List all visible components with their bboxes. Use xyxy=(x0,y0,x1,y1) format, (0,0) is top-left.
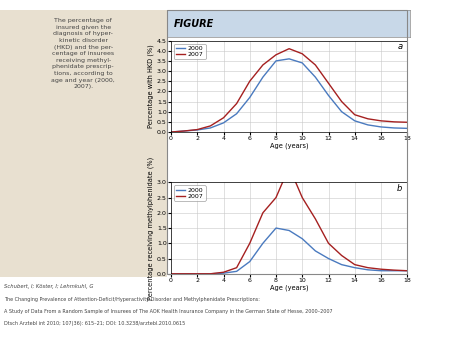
2000 xyxy=(405,269,410,273)
Line: 2007: 2007 xyxy=(171,167,407,274)
2007 xyxy=(234,266,239,270)
Text: b: b xyxy=(397,184,402,193)
2000 xyxy=(352,266,357,270)
2007 xyxy=(339,254,344,258)
2000 xyxy=(221,121,226,125)
2000 xyxy=(168,272,174,276)
Text: Dtsch Arztebl int 2010; 107(36): 615–21; DOI: 10.3238/arztebl.2010.0615: Dtsch Arztebl int 2010; 107(36): 615–21;… xyxy=(4,321,186,326)
2000 xyxy=(194,272,200,276)
2007 xyxy=(234,101,239,105)
2007 xyxy=(378,119,384,123)
2007 xyxy=(273,53,279,57)
Line: 2007: 2007 xyxy=(171,49,407,132)
2000 xyxy=(378,125,384,129)
2007 xyxy=(339,99,344,103)
Text: The Changing Prevalence of Attention-Deficit/Hyperactivity Disorder and Methylph: The Changing Prevalence of Attention-Def… xyxy=(4,297,261,303)
2000 xyxy=(247,95,252,99)
2007 xyxy=(352,113,357,117)
2007 xyxy=(221,116,226,120)
2007 xyxy=(208,272,213,276)
2000 xyxy=(300,237,305,241)
2007 xyxy=(286,47,292,51)
X-axis label: Age (years): Age (years) xyxy=(270,284,308,291)
2007 xyxy=(168,130,174,134)
2007 xyxy=(247,79,252,83)
2000 xyxy=(168,130,174,134)
2007 xyxy=(365,117,371,121)
2007 xyxy=(194,272,200,276)
2007 xyxy=(300,196,305,200)
2000 xyxy=(300,61,305,65)
2000 xyxy=(378,269,384,273)
2000 xyxy=(392,269,397,273)
2000 xyxy=(247,260,252,264)
Line: 2000: 2000 xyxy=(171,59,407,132)
2007 xyxy=(405,269,410,273)
2007 xyxy=(260,63,265,67)
2007 xyxy=(300,52,305,56)
2007 xyxy=(247,241,252,245)
2000 xyxy=(181,129,187,133)
2007 xyxy=(405,120,410,124)
2007 xyxy=(273,196,279,200)
2007 xyxy=(260,211,265,215)
2000 xyxy=(260,241,265,245)
2007 xyxy=(352,263,357,267)
2007 xyxy=(378,267,384,271)
2000 xyxy=(208,272,213,276)
2000 xyxy=(234,269,239,273)
X-axis label: Age (years): Age (years) xyxy=(270,143,308,149)
2000 xyxy=(326,93,331,97)
2000 xyxy=(221,271,226,275)
2007 xyxy=(392,120,397,124)
2000 xyxy=(181,272,187,276)
2007 xyxy=(168,272,174,276)
2000 xyxy=(365,268,371,272)
Y-axis label: Percentage receiving methylphenidate (%): Percentage receiving methylphenidate (%) xyxy=(148,156,154,300)
Legend: 2000, 2007: 2000, 2007 xyxy=(174,44,206,59)
2000 xyxy=(286,228,292,233)
Line: 2000: 2000 xyxy=(171,228,407,274)
2000 xyxy=(339,263,344,267)
2007 xyxy=(326,241,331,245)
2000 xyxy=(313,75,318,79)
2000 xyxy=(286,57,292,61)
2000 xyxy=(339,110,344,114)
2000 xyxy=(260,75,265,79)
2000 xyxy=(273,59,279,63)
2000 xyxy=(405,126,410,130)
Legend: 2000, 2007: 2000, 2007 xyxy=(174,186,206,200)
2000 xyxy=(313,249,318,253)
Y-axis label: Percentage with HKD (%): Percentage with HKD (%) xyxy=(148,44,154,128)
2000 xyxy=(392,126,397,130)
Text: a: a xyxy=(397,42,402,51)
2000 xyxy=(208,126,213,130)
2007 xyxy=(286,165,292,169)
2007 xyxy=(181,129,187,133)
Text: The percentage of
insured given the
diagnosis of hyper-
kinetic disorder
(HKD) a: The percentage of insured given the diag… xyxy=(51,18,115,89)
2007 xyxy=(313,217,318,221)
2007 xyxy=(181,272,187,276)
2007 xyxy=(208,124,213,128)
2000 xyxy=(234,112,239,116)
2007 xyxy=(392,268,397,272)
2007 xyxy=(221,270,226,274)
Text: FIGURE: FIGURE xyxy=(174,19,214,29)
2000 xyxy=(365,123,371,127)
2007 xyxy=(326,81,331,85)
Text: A Study of Data From a Random Sample of Insurees of The AOK Health Insurance Com: A Study of Data From a Random Sample of … xyxy=(4,309,333,314)
2000 xyxy=(352,119,357,123)
2007 xyxy=(365,266,371,270)
2000 xyxy=(326,257,331,261)
2007 xyxy=(313,63,318,67)
2007 xyxy=(194,127,200,131)
Text: Schubert, I; Köster, I; Lehmkuhl, G: Schubert, I; Köster, I; Lehmkuhl, G xyxy=(4,284,94,289)
2000 xyxy=(273,226,279,230)
2000 xyxy=(194,128,200,132)
